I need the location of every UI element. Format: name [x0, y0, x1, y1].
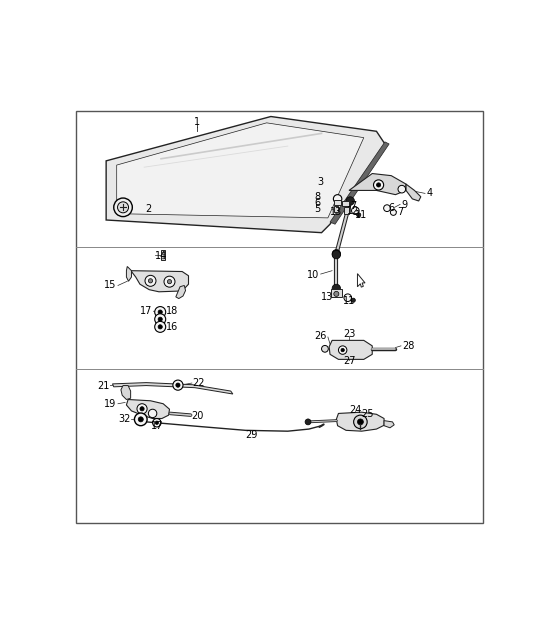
- Text: 13: 13: [330, 207, 342, 217]
- Circle shape: [373, 180, 384, 190]
- Circle shape: [390, 209, 396, 215]
- Text: 32: 32: [118, 414, 131, 425]
- Text: 7: 7: [397, 207, 403, 217]
- Text: 7: 7: [350, 201, 356, 211]
- Text: 24: 24: [349, 405, 361, 415]
- Polygon shape: [126, 399, 169, 418]
- Circle shape: [384, 205, 390, 212]
- Text: 9: 9: [401, 200, 407, 210]
- Text: 14: 14: [155, 251, 167, 261]
- Circle shape: [138, 417, 143, 422]
- Circle shape: [346, 197, 354, 205]
- Circle shape: [158, 310, 162, 314]
- Polygon shape: [329, 340, 372, 359]
- Circle shape: [114, 198, 132, 217]
- Text: 1: 1: [194, 117, 200, 127]
- Text: 29: 29: [246, 430, 258, 440]
- Bar: [161, 251, 165, 260]
- Text: 4: 4: [426, 188, 432, 198]
- Text: 6: 6: [314, 198, 320, 208]
- Circle shape: [305, 419, 311, 425]
- Text: 3: 3: [318, 177, 324, 187]
- Circle shape: [135, 413, 147, 426]
- Circle shape: [148, 279, 153, 283]
- Text: 2: 2: [146, 205, 152, 214]
- Polygon shape: [117, 123, 364, 218]
- Circle shape: [398, 185, 405, 193]
- Text: 23: 23: [343, 329, 355, 339]
- Text: 19: 19: [105, 399, 117, 409]
- Circle shape: [155, 421, 159, 425]
- Text: 22: 22: [193, 377, 205, 387]
- Text: 10: 10: [307, 270, 319, 280]
- Circle shape: [322, 345, 328, 352]
- Circle shape: [176, 383, 180, 387]
- Bar: [342, 200, 349, 207]
- Text: 6: 6: [388, 203, 395, 213]
- Polygon shape: [336, 412, 384, 431]
- Bar: [334, 200, 341, 205]
- Text: 26: 26: [314, 331, 326, 341]
- Circle shape: [332, 251, 341, 259]
- Polygon shape: [126, 266, 131, 281]
- Bar: [331, 290, 342, 297]
- Text: 13: 13: [321, 292, 334, 302]
- Polygon shape: [112, 382, 233, 394]
- Circle shape: [334, 291, 339, 296]
- Text: 21: 21: [97, 381, 110, 391]
- Circle shape: [352, 207, 359, 215]
- Circle shape: [356, 213, 361, 217]
- Circle shape: [158, 317, 162, 322]
- Text: 28: 28: [402, 341, 414, 351]
- Polygon shape: [106, 117, 385, 232]
- Circle shape: [155, 314, 166, 325]
- Polygon shape: [330, 142, 389, 224]
- Polygon shape: [406, 184, 421, 201]
- Polygon shape: [384, 421, 394, 428]
- Circle shape: [334, 195, 342, 203]
- Text: 8: 8: [314, 192, 320, 202]
- Circle shape: [173, 380, 183, 390]
- Text: 17: 17: [150, 421, 163, 431]
- Circle shape: [137, 404, 147, 414]
- Circle shape: [341, 349, 344, 352]
- Circle shape: [140, 407, 144, 411]
- Circle shape: [155, 322, 166, 332]
- Circle shape: [153, 418, 161, 427]
- Circle shape: [167, 279, 172, 284]
- Circle shape: [155, 306, 166, 318]
- Polygon shape: [121, 386, 131, 399]
- Circle shape: [338, 346, 347, 354]
- Text: 18: 18: [166, 306, 178, 317]
- Text: 27: 27: [343, 357, 355, 367]
- Polygon shape: [131, 271, 189, 292]
- Text: 16: 16: [166, 322, 178, 332]
- Circle shape: [377, 183, 380, 187]
- Text: 17: 17: [140, 306, 153, 317]
- Polygon shape: [176, 286, 185, 298]
- Circle shape: [332, 249, 341, 258]
- Circle shape: [145, 275, 156, 286]
- Text: 12: 12: [347, 206, 359, 215]
- Text: 20: 20: [191, 411, 204, 421]
- Text: 5: 5: [314, 204, 320, 214]
- Circle shape: [118, 202, 129, 213]
- Bar: [344, 207, 349, 214]
- Circle shape: [148, 409, 157, 418]
- Circle shape: [158, 325, 162, 329]
- Circle shape: [358, 419, 364, 425]
- Bar: [334, 206, 338, 212]
- Circle shape: [351, 298, 355, 302]
- Circle shape: [332, 284, 341, 293]
- Text: 15: 15: [104, 281, 117, 291]
- Circle shape: [354, 415, 367, 429]
- Polygon shape: [349, 173, 406, 195]
- Circle shape: [344, 294, 352, 301]
- Circle shape: [164, 276, 175, 287]
- Text: 11: 11: [355, 210, 367, 220]
- Text: 25: 25: [362, 409, 374, 420]
- Polygon shape: [358, 274, 365, 287]
- Text: 11: 11: [343, 296, 355, 306]
